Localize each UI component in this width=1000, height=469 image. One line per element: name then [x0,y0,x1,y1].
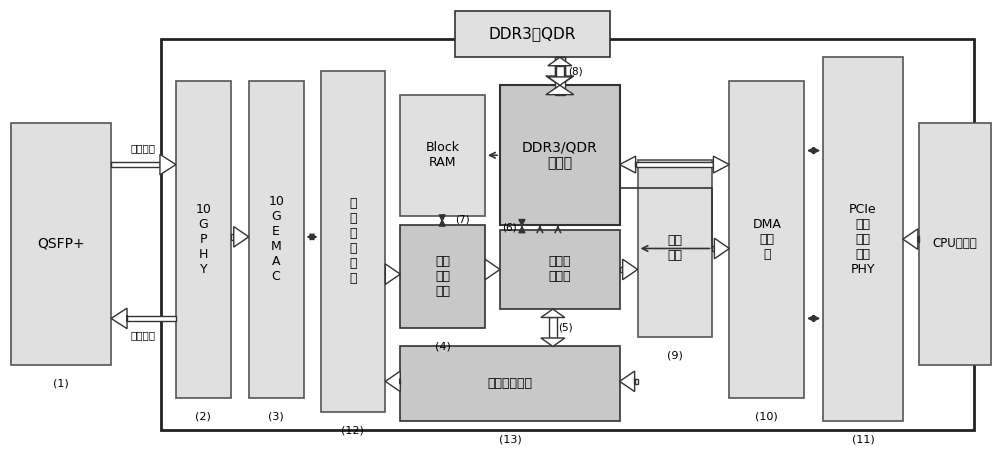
Bar [823,57,903,421]
Bar [231,234,234,240]
Text: (12): (12) [341,425,364,435]
Bar [500,85,620,225]
Bar [635,378,638,384]
Polygon shape [160,154,176,175]
Text: (1): (1) [53,378,69,389]
Text: (7): (7) [455,215,470,225]
Polygon shape [111,308,127,329]
Bar [500,230,620,309]
Bar [556,66,564,77]
Polygon shape [548,57,572,66]
Text: (10): (10) [755,411,778,421]
Text: (6): (6) [502,222,517,232]
Bar [638,160,712,337]
Bar [919,122,991,365]
Polygon shape [713,156,729,173]
Text: Block
RAM: Block RAM [426,141,460,169]
Bar [549,318,557,338]
Polygon shape [234,227,249,247]
Text: DDR3/QDR
控制器: DDR3/QDR 控制器 [522,140,598,170]
Polygon shape [620,156,636,173]
Polygon shape [546,76,574,85]
Text: QSFP+: QSFP+ [37,237,85,251]
Text: (4): (4) [435,341,451,351]
Polygon shape [541,338,565,347]
Text: 10
G
E
M
A
C: 10 G E M A C [268,195,284,283]
Text: (13): (13) [499,435,521,445]
Bar [712,246,714,251]
Bar [729,81,804,398]
Bar [161,38,974,431]
Text: 订单
数据
解析: 订单 数据 解析 [435,255,450,298]
Text: DDR3和QDR: DDR3和QDR [489,27,576,42]
Polygon shape [714,238,729,259]
Bar [455,11,610,57]
Polygon shape [385,264,400,284]
Bar [111,162,160,167]
Text: CPU及内存: CPU及内存 [932,237,977,250]
Text: (8): (8) [568,66,582,76]
Bar [555,57,565,95]
Polygon shape [623,259,638,280]
Bar [11,122,111,365]
Polygon shape [485,259,500,280]
Text: (5): (5) [558,323,572,333]
Text: 订单发送: 订单发送 [130,330,155,340]
Text: 风险
控制: 风险 控制 [668,234,683,263]
Polygon shape [548,77,572,85]
Bar [636,162,713,167]
Text: 订单数
据管理: 订单数 据管理 [549,256,571,283]
Text: 订单接收: 订单接收 [130,143,155,153]
Bar [127,316,176,321]
Text: 网
络
连
接
维
护: 网 络 连 接 维 护 [349,197,357,286]
Polygon shape [385,371,400,392]
Text: (3): (3) [268,411,284,421]
Text: 订单数据组包: 订单数据组包 [487,377,532,390]
Polygon shape [620,371,635,392]
Text: 10
G
P
H
Y: 10 G P H Y [195,203,211,276]
Polygon shape [541,309,565,318]
Bar [400,95,485,216]
Text: (9): (9) [667,351,683,361]
Bar [320,71,385,412]
Bar [400,225,485,328]
Text: (11): (11) [852,435,874,445]
Bar [249,81,304,398]
Text: (2): (2) [195,411,211,421]
Polygon shape [546,85,574,95]
Text: PCIe
总线
控制
器及
PHY: PCIe 总线 控制 器及 PHY [849,203,877,276]
Polygon shape [903,229,918,250]
Text: DMA
控制
器: DMA 控制 器 [752,218,781,261]
Bar [555,57,565,76]
Bar [400,347,620,421]
Bar [620,267,623,272]
Bar [176,81,231,398]
